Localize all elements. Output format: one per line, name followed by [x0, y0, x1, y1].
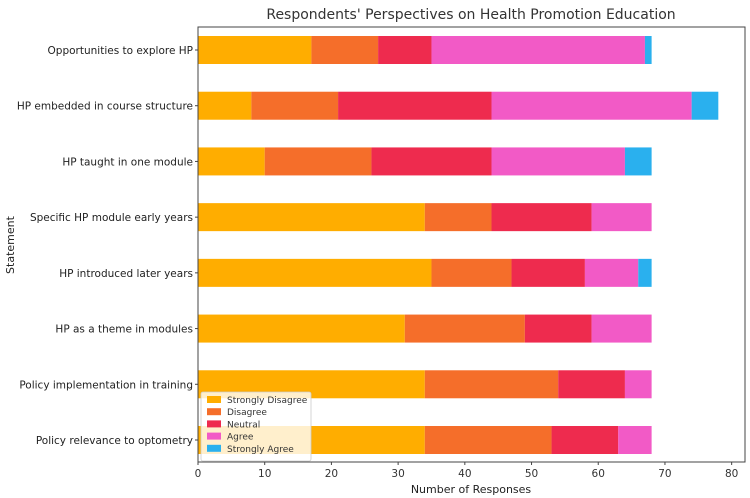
bar-disagree-7: [424, 370, 559, 399]
category-label: HP embedded in course structure: [17, 101, 193, 113]
bar-disagree-5: [431, 258, 512, 287]
bar-agree-6: [591, 314, 652, 343]
category-label: HP taught in one module: [62, 156, 193, 168]
x-tick-label: 70: [658, 468, 671, 480]
bar-neutral-8: [551, 426, 619, 454]
x-tick-label: 10: [258, 468, 271, 480]
legend-swatch-agree: [207, 432, 221, 440]
x-tick-label: 0: [195, 468, 202, 480]
legend: Strongly Disagree Disagree Neutral Agree Str…: [200, 391, 312, 462]
y-axis-title: Statement: [4, 215, 17, 274]
bar-strongly-disagree-1: [198, 36, 312, 64]
bar-agree-8: [618, 426, 652, 454]
bar-agree-2: [491, 91, 692, 120]
category-label: Policy implementation in training: [19, 379, 193, 391]
category-label: Opportunities to explore HP: [48, 45, 193, 57]
category-label: HP as a theme in modules: [55, 324, 193, 336]
legend-swatch-neutral: [207, 420, 221, 428]
legend-swatch-disagree: [207, 408, 221, 416]
bar-disagree-2: [251, 91, 339, 120]
bar-strongly-disagree-4: [198, 203, 425, 232]
category-label: Specific HP module early years: [30, 212, 193, 224]
axes-layer: Opportunities to explore HP HP embedded i…: [17, 26, 746, 480]
bar-neutral-2: [338, 91, 492, 120]
legend-label: Neutral: [227, 420, 260, 430]
bar-neutral-5: [511, 258, 585, 287]
bar-disagree-4: [424, 203, 492, 232]
legend-swatch-strongly-agree: [207, 444, 221, 452]
bar-disagree-6: [404, 314, 525, 343]
bar-agree-3: [491, 147, 625, 176]
bar-disagree-3: [264, 147, 372, 176]
bar-neutral-3: [371, 147, 492, 176]
x-tick-label: 80: [725, 468, 738, 480]
bars-layer: [198, 36, 719, 454]
bar-strongly-disagree-3: [198, 147, 265, 176]
bar-strongly-disagree-6: [198, 314, 405, 343]
bar-strongly-agree-1: [644, 36, 652, 64]
bar-neutral-4: [491, 203, 592, 232]
legend-label: Strongly Agree: [227, 445, 294, 455]
bar-agree-4: [591, 203, 652, 232]
bar-agree-1: [431, 36, 645, 64]
x-axis-title: Number of Responses: [411, 483, 532, 496]
bar-neutral-6: [524, 314, 592, 343]
x-tick-label: 30: [391, 468, 404, 480]
legend-label: Disagree: [227, 408, 267, 418]
x-tick-label: 60: [592, 468, 605, 480]
chart-title: Respondents' Perspectives on Health Prom…: [266, 7, 675, 23]
legend-swatch-strongly-disagree: [207, 396, 221, 403]
bar-strongly-disagree-2: [198, 91, 252, 120]
bar-strongly-agree-2: [691, 91, 719, 120]
category-label: Policy relevance to optometry: [36, 435, 193, 447]
x-tick-label: 50: [525, 468, 538, 480]
legend-box: [200, 391, 312, 462]
bar-agree-7: [624, 370, 652, 399]
bar-neutral-1: [378, 36, 432, 64]
bar-strongly-agree-3: [624, 147, 652, 176]
bar-strongly-agree-5: [638, 258, 652, 287]
legend-label: Agree: [227, 433, 254, 443]
category-label: HP introduced later years: [59, 268, 193, 280]
legend-label: Strongly Disagree: [227, 396, 308, 406]
bar-disagree-1: [311, 36, 379, 64]
x-tick-label: 40: [458, 468, 471, 480]
bar-agree-5: [584, 258, 639, 287]
bar-disagree-8: [424, 426, 552, 454]
bar-strongly-disagree-5: [198, 258, 432, 287]
plot-frame: [197, 26, 746, 463]
bar-neutral-7: [558, 370, 625, 399]
x-tick-label: 20: [325, 468, 338, 480]
